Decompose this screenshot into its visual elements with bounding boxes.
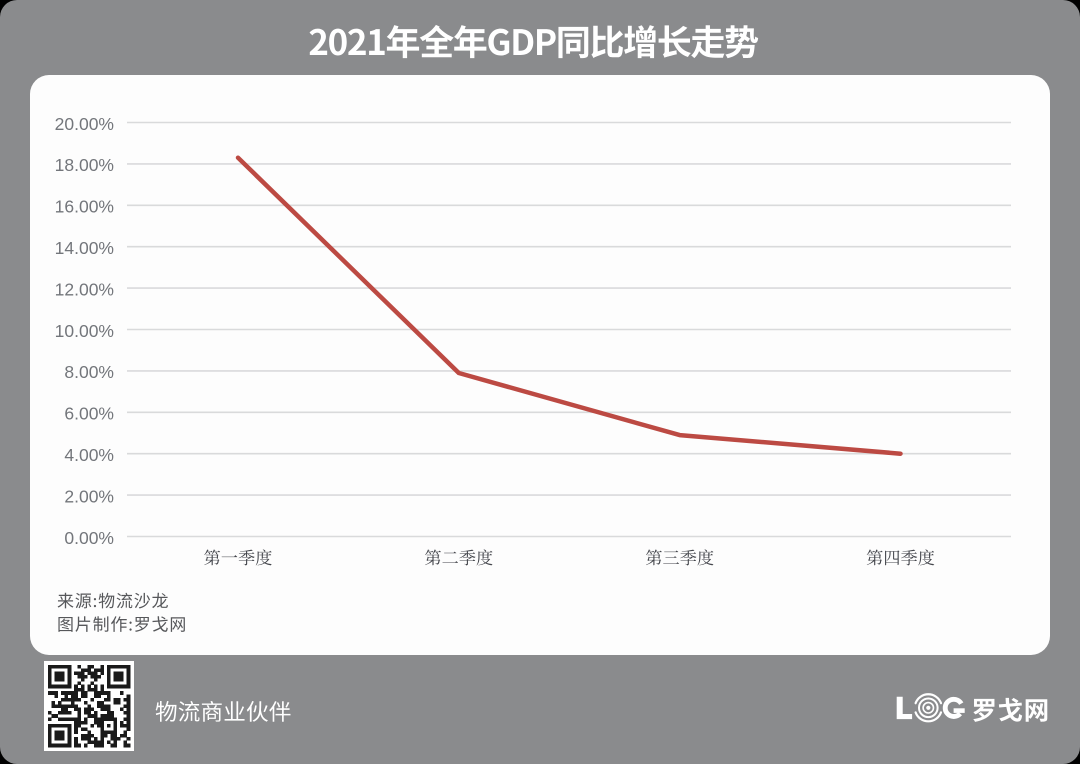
svg-text:10.00%: 10.00%	[55, 321, 114, 341]
svg-text:16.00%: 16.00%	[55, 197, 114, 217]
svg-text:14.00%: 14.00%	[55, 238, 114, 258]
svg-text:8.00%: 8.00%	[64, 362, 114, 382]
svg-text:18.00%: 18.00%	[55, 155, 114, 175]
svg-text:6.00%: 6.00%	[64, 404, 114, 424]
svg-text:12.00%: 12.00%	[55, 279, 114, 299]
svg-text:20.00%: 20.00%	[55, 114, 114, 134]
svg-text:0.00%: 0.00%	[64, 528, 114, 548]
svg-text:2.00%: 2.00%	[64, 486, 114, 506]
svg-text:4.00%: 4.00%	[64, 445, 114, 465]
